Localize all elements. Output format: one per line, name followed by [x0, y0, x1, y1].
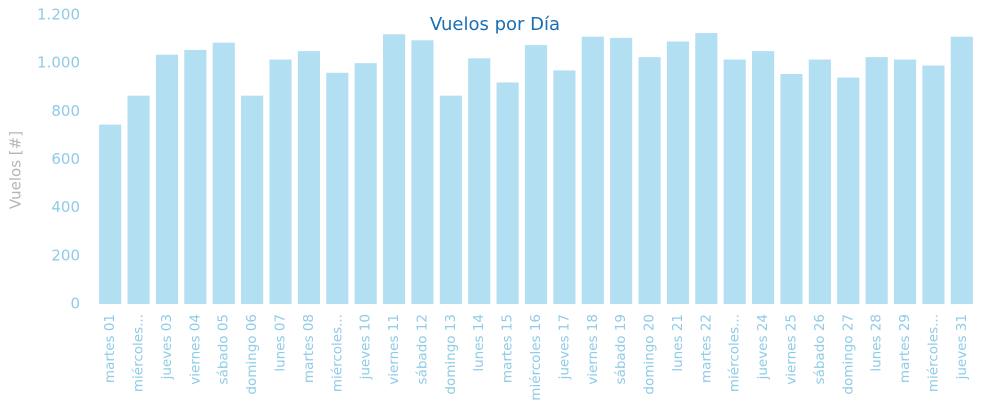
x-tick-label: jueves 24: [755, 314, 771, 380]
bar: [837, 77, 860, 304]
x-tick-label: martes 15: [500, 314, 516, 383]
x-tick-label: miércoles...: [925, 314, 941, 392]
y-tick-label: 400: [51, 198, 80, 216]
x-tick-label: miércoles...: [131, 314, 147, 392]
bar: [354, 63, 377, 304]
bar: [695, 33, 718, 304]
x-tick-label: viernes 04: [187, 314, 203, 385]
bar: [411, 40, 434, 304]
x-tick-label: martes 22: [698, 314, 714, 383]
x-tick-label: miércoles...: [727, 314, 743, 392]
x-tick-label: miércoles 16: [528, 314, 544, 401]
bar: [723, 59, 746, 304]
x-tick-label: miércoles...: [329, 314, 345, 392]
bar: [808, 59, 831, 304]
x-tick-label: jueves 31: [954, 314, 970, 380]
x-tick-label: domingo 20: [642, 314, 658, 395]
bar: [468, 58, 491, 304]
x-tick-label: jueves 03: [159, 314, 175, 380]
bar: [184, 49, 207, 304]
bar: [241, 95, 264, 304]
bar: [99, 124, 122, 305]
chart-title: Vuelos por Día: [430, 14, 560, 35]
bar: [780, 74, 803, 304]
x-tick-label: domingo 06: [244, 314, 260, 395]
x-tick-label: sábado 05: [216, 314, 232, 384]
bar: [638, 57, 661, 305]
x-tick-label: lunes 07: [273, 314, 289, 372]
bar: [524, 45, 548, 305]
x-tick-label: martes 01: [102, 314, 118, 383]
bar: [439, 95, 462, 304]
x-tick-label: lunes 28: [869, 314, 885, 372]
y-tick-label: 0: [70, 295, 80, 313]
y-axis-label: Vuelos [#]: [7, 131, 25, 209]
bar: [666, 41, 690, 304]
bar: [950, 36, 973, 305]
bar: [212, 42, 235, 305]
bar: [553, 70, 576, 305]
bar: [127, 95, 150, 304]
bar: [155, 54, 179, 304]
bar: [865, 57, 888, 305]
x-tick-label: sábado 26: [812, 314, 828, 384]
bar: [297, 51, 320, 304]
x-tick-label: sábado 19: [613, 314, 629, 384]
y-tick-label: 200: [51, 246, 80, 264]
y-tick-label: 1.200: [37, 6, 80, 24]
y-tick-label: 600: [51, 150, 80, 168]
bar: [610, 37, 633, 305]
x-tick-label: viernes 25: [783, 314, 799, 385]
bar: [382, 34, 406, 305]
x-tick-label: martes 29: [897, 314, 913, 383]
y-tick-label: 1.000: [37, 54, 80, 72]
bar: [496, 82, 519, 304]
x-tick-label: sábado 12: [414, 314, 430, 384]
bar: [922, 65, 945, 304]
x-tick-label: lunes 14: [471, 314, 487, 372]
bar: [269, 59, 292, 304]
x-tick-label: viernes 11: [386, 314, 402, 385]
bar: [752, 51, 775, 304]
bar: [326, 72, 349, 304]
x-tick-label: domingo 27: [840, 314, 856, 395]
x-tick-label: jueves 10: [358, 314, 374, 380]
x-tick-label: domingo 13: [443, 314, 459, 395]
y-tick-label: 800: [51, 102, 80, 120]
x-tick-label: jueves 17: [556, 314, 572, 380]
bar: [893, 59, 917, 304]
bar: [581, 36, 604, 305]
x-tick-label: viernes 18: [585, 314, 601, 385]
x-tick-label: martes 08: [301, 314, 317, 383]
x-tick-label: lunes 21: [670, 314, 686, 372]
